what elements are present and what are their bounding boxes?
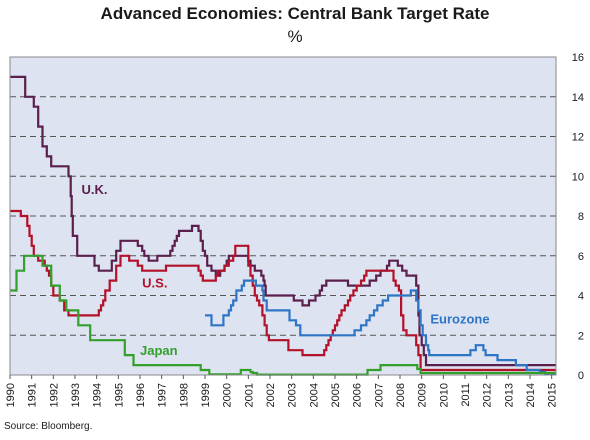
x-tick-label: 2009: [417, 383, 429, 407]
x-axis: 1990 1991 1992 1993 1994 1995 1996 1997 1998 1999…: [5, 375, 559, 407]
x-tick-label: 2001: [243, 383, 255, 407]
x-tick-label: 2004: [308, 383, 320, 407]
gridlines: [10, 96, 556, 336]
series-label-uk: U.K.: [82, 182, 108, 197]
y-tick-label: 12: [572, 132, 584, 144]
x-tick-label: 2006: [352, 383, 364, 407]
y-tick-label: 14: [572, 92, 584, 104]
x-tick-label: 1995: [113, 383, 125, 407]
x-tick-label: 2013: [503, 383, 515, 407]
y-tick-label: 10: [572, 171, 584, 183]
plot-border: [9, 56, 557, 376]
series-line-eurozone: [205, 279, 556, 376]
x-tick-label: 1993: [70, 383, 82, 407]
x-tick-label: 2010: [438, 383, 450, 407]
x-tick-label: 2002: [265, 383, 277, 407]
x-tick-label: 2000: [222, 383, 234, 407]
x-tick-label: 2014: [525, 383, 537, 407]
y-tick-label: 16: [572, 52, 584, 64]
x-tick-label: 2003: [287, 383, 299, 407]
x-tick-label: 1992: [48, 383, 60, 407]
series-lines: [10, 75, 556, 376]
x-tick-label: 2015: [547, 383, 559, 407]
x-tick-label: 1998: [178, 383, 190, 407]
series-line-japan: [10, 254, 556, 376]
chart-subtitle: %: [287, 27, 303, 46]
series-annotations: U.K. U.S. Eurozone Japan: [82, 182, 490, 358]
series-label-japan: Japan: [140, 343, 178, 358]
series-label-us: U.S.: [142, 276, 167, 291]
x-tick-label: 2008: [395, 383, 407, 407]
chart-title: Advanced Economies: Central Bank Target …: [100, 4, 490, 23]
x-tick-label: 1996: [135, 383, 147, 407]
x-tick-label: 1999: [200, 383, 212, 407]
y-tick-label: 4: [578, 291, 584, 303]
x-tick-label: 1997: [157, 383, 169, 407]
x-tick-label: 2011: [460, 383, 472, 407]
y-tick-label: 6: [578, 251, 584, 263]
series-label-eurozone: Eurozone: [430, 311, 489, 326]
x-tick-label: 2005: [330, 383, 342, 407]
x-tick-label: 2012: [482, 383, 494, 407]
x-tick-label: 1994: [92, 383, 104, 407]
y-axis: 0 2 4 6 8 10 12 14 16: [572, 52, 584, 382]
y-tick-label: 0: [578, 370, 584, 382]
x-tick-label: 2007: [373, 383, 385, 407]
y-tick-label: 8: [578, 211, 584, 223]
x-tick-label: 1991: [27, 383, 39, 407]
x-tick-label: 1990: [5, 383, 17, 407]
source-note: Source: Bloomberg.: [4, 421, 93, 432]
y-tick-label: 2: [578, 330, 584, 342]
